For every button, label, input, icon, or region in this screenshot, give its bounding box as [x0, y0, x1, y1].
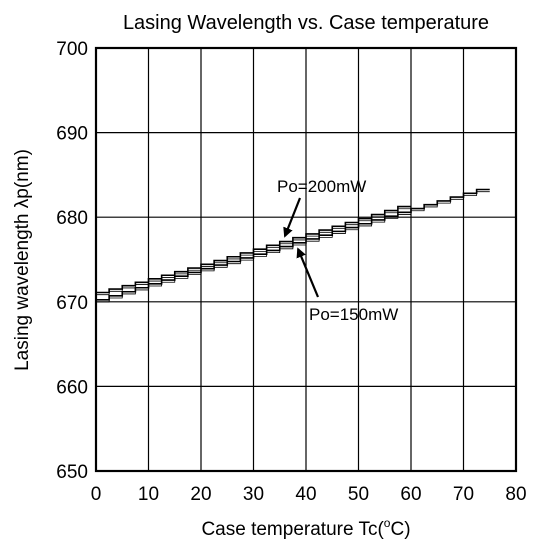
y-tick-labels: 650 660 670 680 690 700 — [56, 39, 88, 483]
y-axis-label: Lasing wavelength λp(nm) — [12, 149, 33, 371]
x-tick-label: 50 — [348, 484, 369, 505]
x-tick-labels: 0 10 20 30 40 50 60 70 80 — [91, 484, 527, 505]
y-tick-label: 670 — [56, 293, 88, 314]
series-line-shadow — [96, 191, 490, 303]
y-tick-label: 690 — [56, 124, 88, 145]
x-tick-label: 0 — [91, 484, 102, 505]
x-axis-label-superscript: o — [384, 516, 391, 530]
x-tick-label: 60 — [400, 484, 421, 505]
annotation-label: Po=200mW — [277, 177, 366, 196]
annotations: Po=200mW Po=150mW — [277, 177, 398, 324]
annotation-arrow — [283, 197, 302, 238]
y-tick-label: 650 — [56, 462, 88, 483]
y-tick-label: 660 — [56, 377, 88, 398]
x-tick-label: 20 — [190, 484, 211, 505]
x-axis-label-text: Case temperature Tc( — [201, 519, 384, 540]
x-tick-label: 10 — [138, 484, 159, 505]
series-layer — [96, 188, 490, 303]
y-tick-label: 680 — [56, 208, 88, 229]
grid-lines — [95, 47, 517, 472]
x-tick-label: 30 — [243, 484, 264, 505]
plot-frame — [94, 46, 518, 473]
x-axis-label-unit: C) — [390, 519, 410, 540]
annotation-label: Po=150mW — [309, 305, 398, 324]
x-tick-label: 40 — [295, 484, 316, 505]
annotation-arrow — [296, 247, 320, 298]
x-axis-label: Case temperature Tc(oC) — [201, 516, 410, 540]
y-tick-label: 700 — [56, 39, 88, 60]
x-tick-label: 80 — [505, 484, 526, 505]
x-tick-label: 70 — [453, 484, 474, 505]
chart-title: Lasing Wavelength vs. Case temperature — [123, 12, 489, 34]
